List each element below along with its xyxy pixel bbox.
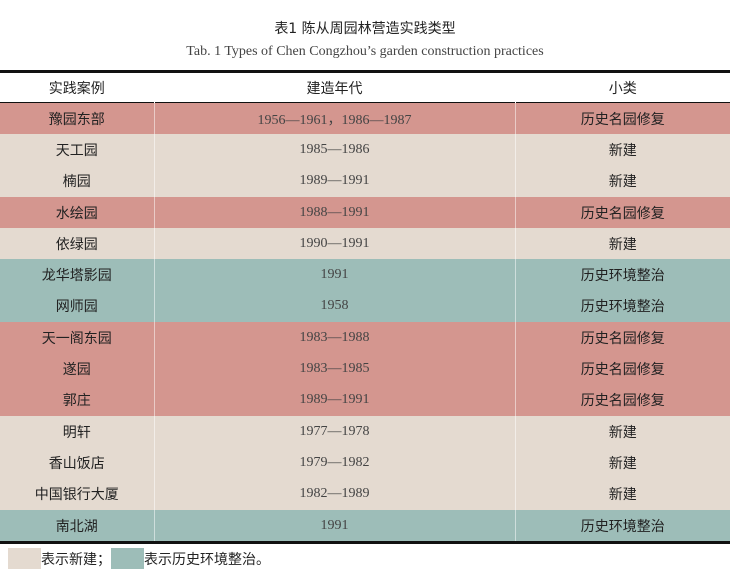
type-cell: 新建 <box>514 478 730 510</box>
table-title: 表1 陈从周园林营造实践类型 <box>274 21 456 37</box>
table-row: 郭庄 1989—1991 历史名园修复 <box>0 384 730 416</box>
case-cell: 依绿园 <box>55 236 98 253</box>
type-cell: 历史环境整治 <box>514 259 730 291</box>
case-cell: 楠园 <box>62 174 91 191</box>
table-row: 遂园 1983—1985 历史名园修复 <box>0 353 730 385</box>
type-cell: 历史环境整治 <box>514 509 730 543</box>
legend-environment-label: 表示历史环境整治。 <box>144 551 270 568</box>
years-cell: 1956—1961，1986—1987 <box>153 102 515 135</box>
years-cell: 1991 <box>153 509 515 543</box>
type-cell: 历史环境整治 <box>514 290 730 323</box>
type-cell: 历史名园修复 <box>514 102 730 135</box>
table-row: 中国银行大厦 1982—1989 新建 <box>0 478 730 510</box>
years-cell: 1988—1991 <box>153 196 515 229</box>
legend-new-label: 表示新建； <box>41 551 111 568</box>
type-cell: 新建 <box>514 447 730 479</box>
case-cell: 天工园 <box>55 142 98 159</box>
header-years: 建造年代 <box>153 71 515 103</box>
legend: 表示新建； 表示历史环境整治。 <box>8 548 270 569</box>
years-cell: 1983—1985 <box>153 353 515 385</box>
years-cell: 1985—1986 <box>153 134 515 166</box>
table-row: 龙华塔影园 1991 历史环境整治 <box>0 259 730 291</box>
table-row: 豫园东部 1956—1961，1986—1987 历史名园修复 <box>0 102 730 135</box>
table-row: 楠园 1989—1991 新建 <box>0 165 730 197</box>
table-row: 网师园 1958 历史环境整治 <box>0 290 730 323</box>
table-row: 水绘园 1988—1991 历史名园修复 <box>0 196 730 229</box>
case-cell: 网师园 <box>55 299 98 316</box>
years-cell: 1977—1978 <box>153 415 515 448</box>
type-cell: 新建 <box>514 165 730 197</box>
practices-table: 实践案例 建造年代 小类 豫园东部 1956—1961，1986—1987 历史名园… <box>0 70 730 544</box>
type-cell: 新建 <box>514 228 730 260</box>
case-cell: 郭庄 <box>62 393 91 410</box>
years-cell: 1989—1991 <box>153 384 515 416</box>
case-cell: 水绘园 <box>55 205 98 222</box>
table-row: 香山饭店 1979—1982 新建 <box>0 447 730 479</box>
type-cell: 历史名园修复 <box>514 353 730 385</box>
case-cell: 龙华塔影园 <box>41 268 112 285</box>
header-case: 实践案例 <box>48 80 105 97</box>
case-cell: 明轩 <box>62 424 91 441</box>
years-cell: 1958 <box>153 290 515 323</box>
years-cell: 1979—1982 <box>153 447 515 479</box>
header-row: 实践案例 建造年代 小类 <box>0 71 730 103</box>
legend-swatch-new <box>8 548 41 569</box>
table-subtitle: Tab. 1 Types of Chen Congzhou’s garden c… <box>186 44 544 59</box>
case-cell: 香山饭店 <box>48 455 105 472</box>
table-row: 依绿园 1990—1991 新建 <box>0 228 730 260</box>
case-cell: 豫园东部 <box>48 111 105 128</box>
years-cell: 1990—1991 <box>153 228 515 260</box>
case-cell: 遂园 <box>62 362 91 379</box>
type-cell: 历史名园修复 <box>514 384 730 416</box>
years-cell: 1989—1991 <box>153 165 515 197</box>
type-cell: 新建 <box>514 415 730 448</box>
table-row: 天一阁东园 1983—1988 历史名园修复 <box>0 322 730 354</box>
legend-swatch-environment <box>111 548 144 569</box>
case-cell: 南北湖 <box>55 518 98 535</box>
case-cell: 中国银行大厦 <box>34 487 119 504</box>
header-type: 小类 <box>514 71 730 103</box>
years-cell: 1982—1989 <box>153 478 515 510</box>
table-row: 南北湖 1991 历史环境整治 <box>0 509 730 543</box>
type-cell: 历史名园修复 <box>514 322 730 354</box>
years-cell: 1983—1988 <box>153 322 515 354</box>
case-cell: 天一阁东园 <box>41 330 112 347</box>
type-cell: 历史名园修复 <box>514 196 730 229</box>
type-cell: 新建 <box>514 134 730 166</box>
table-row: 天工园 1985—1986 新建 <box>0 134 730 166</box>
years-cell: 1991 <box>153 259 515 291</box>
table-row: 明轩 1977—1978 新建 <box>0 415 730 448</box>
